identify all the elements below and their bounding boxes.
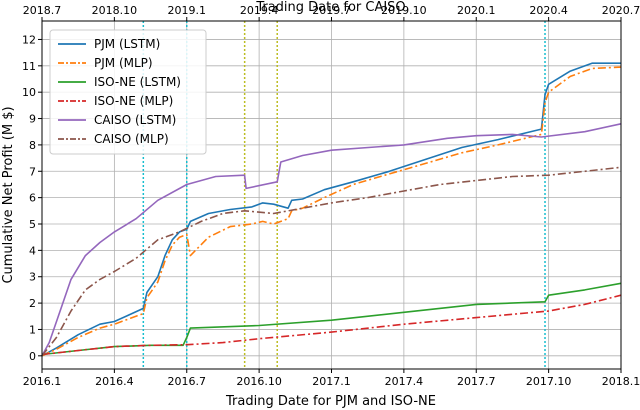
top-tick-label: 2019.4 bbox=[240, 4, 279, 17]
legend: PJM (LSTM) PJM (MLP) ISO-NE (LSTM) ISO-NE (… bbox=[49, 29, 207, 155]
bottom-axis-ticks: 2016.1 2016.4 2016.7 2016.10 2017.1 2017.4 201… bbox=[23, 369, 640, 388]
legend-label: ISO-NE (LSTM) bbox=[94, 75, 181, 89]
legend-box bbox=[49, 29, 207, 155]
legend-label: PJM (MLP) bbox=[94, 56, 153, 70]
bottom-tick-label: 2017.10 bbox=[526, 375, 572, 388]
top-tick-label: 2019.10 bbox=[381, 4, 427, 17]
x-axis-label-bottom: Trading Date for PJM and ISO-NE bbox=[225, 394, 436, 409]
bottom-tick-label: 2018.1 bbox=[602, 375, 640, 388]
y-tick-label: 2 bbox=[29, 297, 36, 310]
y-tick-label: 8 bbox=[29, 139, 36, 152]
y-tick-label: 4 bbox=[29, 244, 36, 257]
bottom-tick-label: 2016.1 bbox=[23, 375, 62, 388]
y-tick-label: 1 bbox=[29, 323, 36, 336]
y-tick-label: 12 bbox=[22, 33, 36, 46]
top-tick-label: 2020.4 bbox=[529, 4, 568, 17]
bottom-tick-label: 2016.4 bbox=[95, 375, 134, 388]
top-tick-label: 2020.1 bbox=[457, 4, 496, 17]
bottom-tick-label: 2017.1 bbox=[312, 375, 351, 388]
y-tick-label: 10 bbox=[22, 86, 36, 99]
bottom-tick-label: 2017.4 bbox=[385, 375, 424, 388]
y-tick-label: 6 bbox=[29, 192, 36, 205]
y-tick-label: 11 bbox=[22, 60, 36, 73]
legend-label: CAISO (MLP) bbox=[94, 132, 169, 146]
bottom-tick-label: 2017.7 bbox=[457, 375, 496, 388]
legend-label: ISO-NE (MLP) bbox=[94, 94, 173, 108]
top-tick-label: 2020.7 bbox=[602, 4, 640, 17]
legend-label: PJM (LSTM) bbox=[94, 37, 160, 51]
series-line-1 bbox=[41, 66, 622, 357]
y-tick-label: 9 bbox=[29, 113, 36, 126]
series-line-3 bbox=[41, 294, 622, 356]
bottom-tick-label: 2016.7 bbox=[168, 375, 207, 388]
y-tick-label: 7 bbox=[29, 165, 36, 178]
y-tick-label: 0 bbox=[29, 350, 36, 363]
series-line-4 bbox=[41, 123, 622, 357]
bottom-tick-label: 2016.10 bbox=[236, 375, 282, 388]
top-tick-label: 2018.7 bbox=[23, 4, 62, 17]
y-tick-label: 5 bbox=[29, 218, 36, 231]
x-axis-label-top: Trading Date for CAISO bbox=[255, 0, 405, 15]
y-axis-label: Cumulative Net Profit (M $) bbox=[1, 106, 16, 283]
top-tick-label: 2019.1 bbox=[168, 4, 207, 17]
series-lines bbox=[41, 62, 622, 357]
legend-label: CAISO (LSTM) bbox=[94, 113, 176, 127]
top-axis-ticks: 2018.7 2018.10 2019.1 2019.4 2019.7 2019.10 20… bbox=[23, 4, 640, 21]
series-line-5 bbox=[41, 166, 622, 357]
y-tick-label: 3 bbox=[29, 271, 36, 284]
top-tick-label: 2018.10 bbox=[92, 4, 138, 17]
top-tick-label: 2019.7 bbox=[312, 4, 351, 17]
